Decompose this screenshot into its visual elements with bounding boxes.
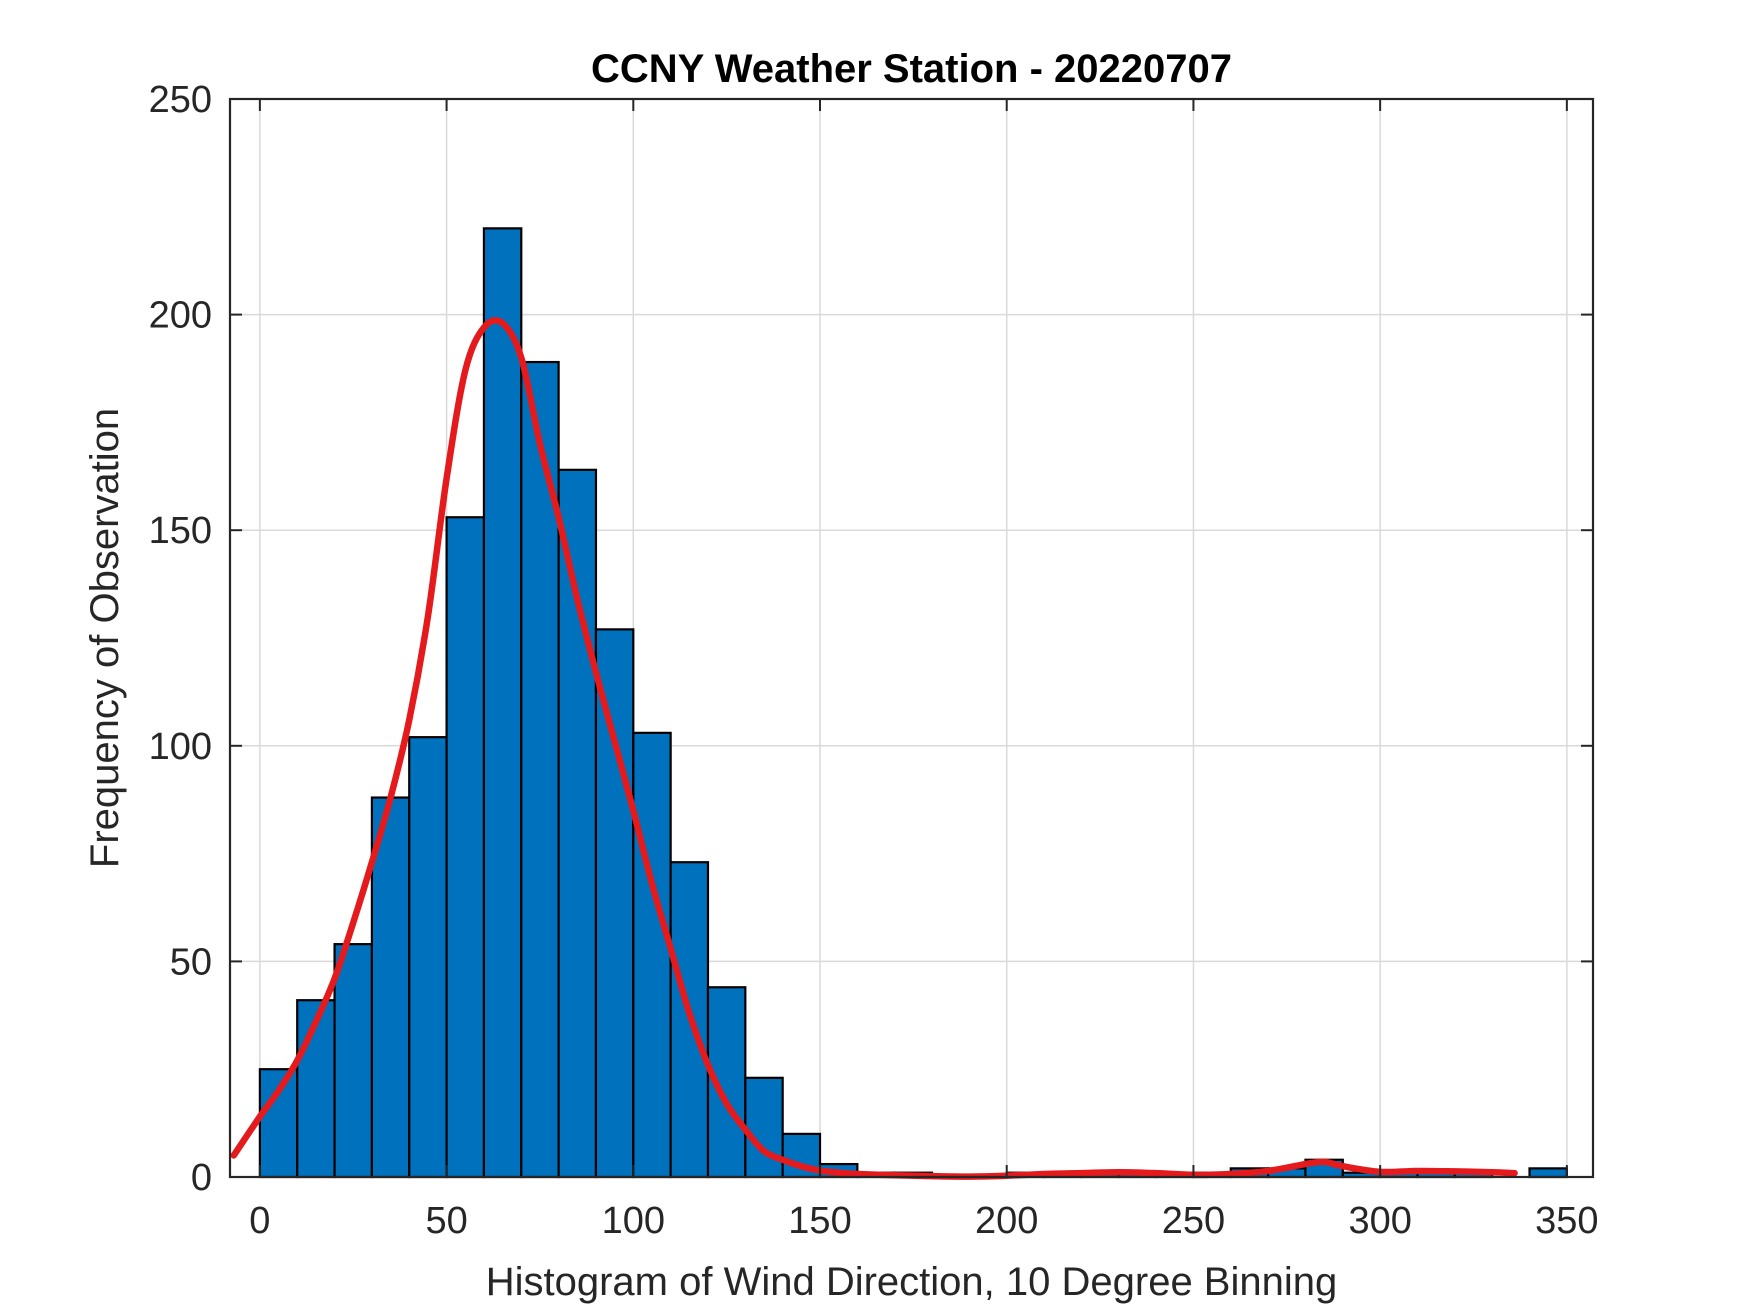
histogram-bar	[744, 1076, 784, 1179]
x-tick-label: 250	[1162, 1200, 1225, 1242]
fit-curve-line	[230, 317, 1518, 1180]
histogram-bar	[1528, 1167, 1568, 1179]
y-axis-label: Frequency of Observation	[83, 408, 127, 868]
y-tick-label: 0	[191, 1157, 212, 1199]
x-tick-label: 100	[602, 1200, 665, 1242]
y-tick-label: 100	[149, 726, 212, 768]
tick-labels: 0 50 100 150 200 250 300 350 0 50 100 150 200 250	[149, 79, 1599, 1242]
y-tick-label: 150	[149, 510, 212, 552]
histogram-bar	[333, 943, 374, 1179]
histogram-bar	[408, 736, 448, 1179]
y-tick-label: 50	[170, 941, 212, 983]
x-tick-label: 150	[788, 1200, 851, 1242]
x-tick-label: 50	[425, 1200, 467, 1242]
y-tick-label: 200	[149, 295, 212, 337]
fit-curve-layer	[230, 317, 1518, 1180]
x-tick-label: 300	[1348, 1200, 1411, 1242]
histogram-bar	[594, 628, 635, 1179]
histogram-bar	[632, 731, 672, 1179]
x-tick-label: 0	[249, 1200, 270, 1242]
x-axis-label: Histogram of Wind Direction, 10 Degree B…	[486, 1260, 1338, 1304]
axes	[228, 97, 1595, 1179]
histogram-bar	[557, 468, 598, 1179]
y-tick-label: 250	[149, 79, 212, 121]
histogram-bar	[445, 516, 486, 1179]
chart-title: CCNY Weather Station - 20220707	[591, 47, 1232, 91]
x-tick-label: 200	[975, 1200, 1038, 1242]
histogram-bar	[482, 227, 523, 1179]
plot-frame	[228, 97, 1595, 1179]
x-tick-label: 350	[1535, 1200, 1598, 1242]
